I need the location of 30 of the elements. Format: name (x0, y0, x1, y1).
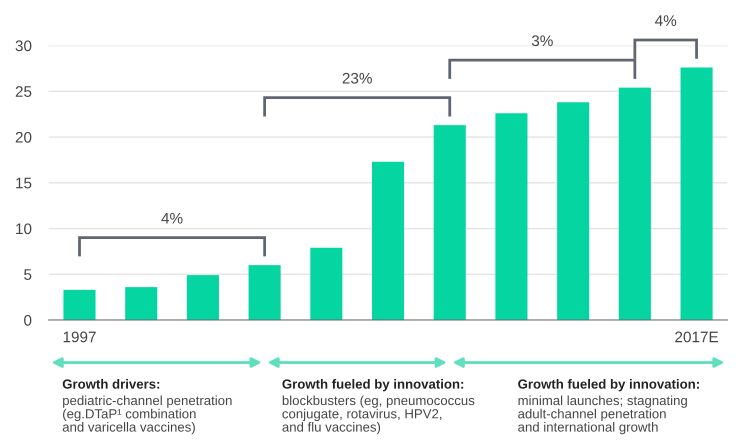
y-tick-label: 5 (24, 269, 32, 280)
y-tick-label: 25 (16, 86, 32, 97)
text: pediatric-channel penetration (eg.DTaP¹ combination and varicella vaccines) (62, 395, 232, 434)
annotation: 23% (342, 72, 372, 84)
y-tick-label: 0 (24, 314, 32, 326)
text: Growth fueled by innovation: (518, 379, 699, 392)
bar (372, 162, 404, 320)
bar (248, 265, 281, 320)
bar (618, 88, 651, 320)
text: Growth fueled by innovation: (282, 379, 464, 392)
x-tick-label: 2017E (675, 332, 718, 342)
text: minimal launches; stagnating adult-channel penetration and international growth (518, 395, 687, 434)
y-tick-label: 15 (16, 178, 32, 188)
annotation: 3% (532, 35, 553, 46)
text: 4% (655, 15, 676, 26)
bar (557, 102, 590, 320)
y-tick-label: 30 (16, 40, 32, 52)
y-tick-label: 10 (16, 223, 32, 234)
bar (310, 248, 342, 320)
bar (495, 113, 528, 320)
x-tick-label: 1997 (64, 332, 96, 342)
bar (125, 287, 158, 320)
text: blockbusters (eg, pneumococcus conjugate, rotavirus, HPV2, and flu vaccines) (282, 395, 474, 434)
annotation: 4% (161, 212, 183, 224)
y-tick-label: 20 (16, 132, 32, 143)
text: Growth drivers: (62, 379, 160, 389)
bar (680, 67, 713, 320)
bar (434, 125, 466, 320)
bar (63, 290, 96, 320)
bar (186, 275, 219, 320)
